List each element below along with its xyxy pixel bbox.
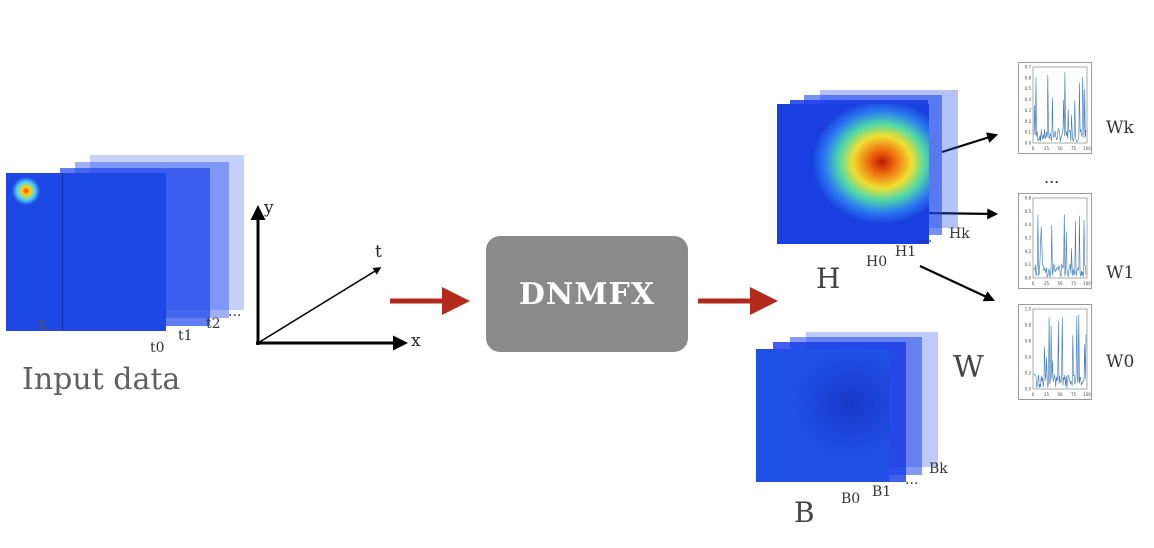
xtick-label: 100 — [1083, 281, 1091, 286]
ytick-label: 0.0 — [1025, 387, 1032, 392]
ytick-label: 0.1 — [1025, 262, 1032, 267]
ytick-label: 0.5 — [1025, 86, 1032, 91]
ytick-label: 1.0 — [1025, 307, 1032, 312]
xtick-label: 25 — [1044, 281, 1050, 286]
t-axis-label: t — [375, 242, 382, 262]
xtick-label: 75 — [1071, 146, 1077, 151]
xtick-label: 100 — [1083, 146, 1091, 151]
arrow-to-w0 — [919, 265, 995, 302]
ytick-label: 0.4 — [1025, 355, 1032, 360]
input-inner-label: x — [38, 314, 48, 333]
w-plot-label-w1: W1 — [1106, 263, 1135, 283]
xtick-label: 25 — [1044, 392, 1050, 397]
b-frame-0 — [756, 349, 889, 482]
ytick-label: 0.6 — [1025, 196, 1032, 201]
plot-axes-frame — [1032, 197, 1088, 279]
w-ellipsis: ... — [1044, 168, 1060, 187]
h-frame-label-ellipsis: ... — [919, 230, 933, 246]
t-axis — [257, 267, 382, 344]
ytick-label: 0.2 — [1025, 249, 1032, 254]
xtick-label: 0 — [1032, 392, 1035, 397]
axes-diagram — [250, 205, 408, 351]
input-frame-0 — [6, 173, 166, 331]
ytick-label: 0.8 — [1025, 323, 1032, 328]
w-plot-label-w0: W0 — [1106, 352, 1135, 372]
ytick-label: 0.3 — [1025, 236, 1032, 241]
h-frame-label-h0: H0 — [866, 254, 888, 270]
ytick-label: 0.7 — [1025, 65, 1032, 70]
plot-axes-frame — [1032, 308, 1088, 390]
red-arrow-2 — [698, 287, 778, 315]
input-frame-outline — [62, 173, 183, 331]
w-plot-w1: 0.6 0.5 0.4 0.3 0.2 0.1 0.0 0 25 50 75 100 — [1018, 193, 1092, 289]
h-title: H — [816, 262, 841, 295]
dnmfx-process-box: DNMFX — [486, 236, 688, 352]
h-frame-0 — [777, 104, 929, 244]
input-title: Input data — [22, 362, 181, 397]
plot-trace — [1033, 214, 1087, 278]
h-frame-label-hk: Hk — [949, 226, 970, 242]
ytick-label: 0.4 — [1025, 222, 1032, 227]
w-plot-w0: 1.0 0.8 0.6 0.4 0.2 0.0 0 25 50 75 100 — [1018, 304, 1092, 400]
h-frame-label-h1: H1 — [895, 244, 917, 260]
xtick-label: 0 — [1032, 281, 1035, 286]
plot-axes-frame — [1032, 66, 1088, 144]
ytick-label: 0.0 — [1025, 276, 1032, 281]
plot-trace — [1033, 72, 1087, 143]
xtick-label: 50 — [1057, 281, 1063, 286]
ytick-label: 0.3 — [1025, 108, 1032, 113]
dnmfx-label: DNMFX — [518, 276, 656, 312]
b-frame-label-bk: Bk — [929, 461, 948, 477]
b-frame-label-ellipsis: ... — [905, 472, 919, 488]
b-frame-label-b0: B0 — [841, 491, 861, 507]
plot-trace — [1033, 314, 1087, 389]
input-frame-label-t2: t2 — [206, 316, 221, 332]
ytick-label: 0.1 — [1025, 130, 1032, 135]
xtick-label: 50 — [1057, 146, 1063, 151]
ytick-label: 0.5 — [1025, 209, 1032, 214]
ytick-label: 0.2 — [1025, 371, 1032, 376]
xtick-label: 50 — [1057, 392, 1063, 397]
ytick-label: 0.0 — [1025, 141, 1032, 146]
ytick-label: 0.6 — [1025, 75, 1032, 80]
input-frame-label-t0: t0 — [150, 340, 165, 356]
xtick-label: 100 — [1083, 392, 1091, 397]
red-arrow-1 — [390, 287, 470, 315]
ytick-label: 0.2 — [1025, 119, 1032, 124]
w-title: W — [953, 350, 984, 385]
w-plot-label-wk: Wk — [1106, 118, 1134, 138]
b-title: B — [794, 496, 815, 529]
x-axis-label: x — [411, 331, 421, 351]
w-plot-wk: 0.7 0.6 0.5 0.4 0.3 0.2 0.1 0.0 0 25 50 75 100 — [1018, 62, 1092, 154]
xtick-label: 75 — [1071, 281, 1077, 286]
b-frame-label-b1: B1 — [872, 484, 892, 500]
input-frame-label-t1: t1 — [178, 328, 193, 344]
xtick-label: 25 — [1044, 146, 1050, 151]
arrow-to-wk — [941, 132, 999, 154]
xtick-label: 0 — [1032, 146, 1035, 151]
y-axis-label: y — [264, 198, 274, 218]
input-frame-label-ellipsis: ... — [228, 304, 242, 320]
ytick-label: 0.4 — [1025, 97, 1032, 102]
ytick-label: 0.6 — [1025, 339, 1032, 344]
xtick-label: 75 — [1071, 392, 1077, 397]
